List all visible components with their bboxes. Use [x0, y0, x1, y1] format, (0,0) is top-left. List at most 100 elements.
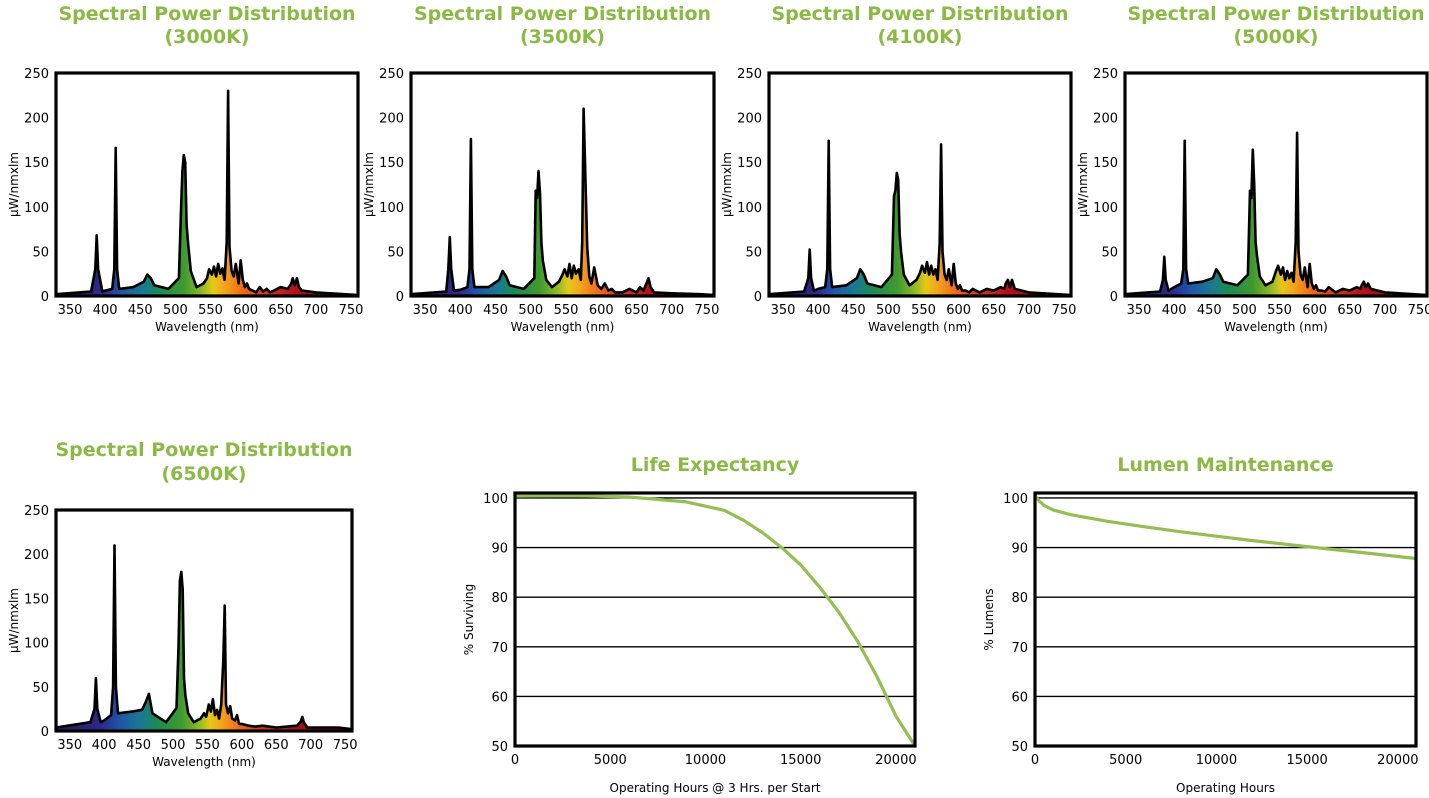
chart-3: Spectral Power Distribution(4100K) 350 400… — [720, 3, 1076, 334]
x-tick-label: 400 — [93, 303, 118, 318]
y-tick-label: 60 — [1011, 690, 1028, 705]
plot-frame — [1033, 491, 1418, 748]
chart-title: Spectral Power Distribution — [58, 3, 355, 25]
chart-5: Spectral Power Distribution(6500K) 350 400… — [7, 439, 358, 769]
x-tick-label: 400 — [1162, 303, 1187, 318]
y-tick-label: 50 — [32, 245, 49, 260]
chart-title: Spectral Power Distribution — [1127, 3, 1424, 25]
plot-frame — [513, 491, 917, 748]
chart-title: Lumen Maintenance — [1117, 454, 1333, 476]
y-tick-label: 90 — [491, 542, 508, 557]
y-tick-label: 100 — [1093, 201, 1118, 216]
y-tick-label: 100 — [24, 201, 49, 216]
x-tick-label: 350 — [771, 303, 796, 318]
y-tick-label: 150 — [24, 592, 49, 607]
x-tick-label: 650 — [624, 303, 649, 318]
y-tick-label: 50 — [745, 245, 762, 260]
plot-frame — [54, 71, 360, 298]
x-tick-label: 550 — [195, 738, 220, 753]
spectrum-area — [54, 89, 360, 298]
x-tick-label: 10000 — [1196, 753, 1237, 768]
y-axis-label: µW/nmxlm — [362, 152, 376, 217]
y-tick-label: 150 — [379, 156, 404, 171]
y-tick-label: 90 — [1011, 542, 1028, 557]
x-tick-label: 400 — [806, 303, 831, 318]
x-tick-label: 600 — [233, 303, 258, 318]
spectrum-area — [409, 107, 716, 298]
x-tick-label: 650 — [264, 738, 289, 753]
y-tick-label: 60 — [491, 690, 508, 705]
y-tick-label: 150 — [737, 156, 762, 171]
x-tick-label: 5000 — [1109, 753, 1142, 768]
y-tick-label: 200 — [24, 548, 49, 563]
chart-subtitle: (5000K) — [1234, 26, 1319, 48]
x-tick-label: 600 — [1302, 303, 1327, 318]
x-axis-label: Wavelength (nm) — [155, 320, 259, 334]
spectrum-area — [54, 544, 354, 733]
y-axis-label: µW/nmxlm — [7, 588, 21, 653]
y-axis-label: µW/nmxlm — [7, 152, 21, 217]
x-tick-label: 700 — [303, 303, 328, 318]
y-tick-label: 0 — [396, 290, 404, 305]
x-tick-label: 750 — [695, 303, 720, 318]
x-tick-label: 500 — [161, 738, 186, 753]
x-tick-label: 15000 — [1286, 753, 1327, 768]
x-tick-label: 400 — [92, 738, 117, 753]
x-axis-label: Wavelength (nm) — [1224, 320, 1328, 334]
chart-6: Life Expectancy 0 5000 10000 15000 20000 50 60 7… — [462, 454, 917, 795]
x-tick-label: 700 — [659, 303, 684, 318]
y-tick-label: 200 — [737, 112, 762, 127]
data-curve — [1033, 494, 1417, 561]
x-axis-label: Operating Hours @ 3 Hrs. per Start — [610, 781, 821, 795]
y-tick-label: 250 — [1093, 67, 1118, 82]
x-tick-label: 700 — [1372, 303, 1397, 318]
data-curve — [514, 493, 917, 747]
x-tick-label: 550 — [554, 303, 579, 318]
plot-frame — [54, 508, 354, 733]
chart-title: Life Expectancy — [631, 454, 800, 476]
y-tick-label: 250 — [24, 67, 49, 82]
y-tick-label: 100 — [1003, 492, 1028, 507]
x-tick-label: 550 — [911, 303, 936, 318]
x-tick-label: 550 — [198, 303, 223, 318]
x-tick-label: 0 — [511, 753, 519, 768]
x-tick-label: 350 — [413, 303, 438, 318]
x-axis-label: Wavelength (nm) — [511, 320, 615, 334]
x-tick-label: 450 — [1197, 303, 1222, 318]
y-tick-label: 50 — [491, 740, 508, 755]
y-tick-label: 50 — [1101, 245, 1118, 260]
chart-subtitle: (6500K) — [162, 463, 247, 485]
y-tick-label: 80 — [1011, 591, 1028, 606]
x-tick-label: 600 — [229, 738, 254, 753]
y-tick-label: 0 — [41, 290, 49, 305]
y-tick-label: 100 — [379, 201, 404, 216]
x-tick-label: 650 — [981, 303, 1006, 318]
y-axis-label: µW/nmxlm — [720, 152, 734, 217]
chart-2: Spectral Power Distribution(3500K) 350 400… — [362, 3, 719, 334]
plot-frame — [767, 71, 1073, 298]
x-tick-label: 20000 — [875, 753, 916, 768]
x-tick-label: 700 — [298, 738, 323, 753]
chart-subtitle: (3000K) — [165, 26, 250, 48]
x-tick-label: 600 — [946, 303, 971, 318]
x-tick-label: 750 — [339, 303, 364, 318]
y-tick-label: 70 — [491, 641, 508, 656]
x-tick-label: 450 — [128, 303, 153, 318]
x-tick-label: 20000 — [1377, 753, 1418, 768]
y-tick-label: 100 — [483, 492, 508, 507]
chart-title: Spectral Power Distribution — [771, 3, 1068, 25]
chart-subtitle: (4100K) — [878, 26, 963, 48]
y-tick-label: 0 — [41, 725, 49, 740]
y-tick-label: 0 — [754, 290, 762, 305]
x-tick-label: 15000 — [780, 753, 821, 768]
chart-7: Lumen Maintenance 0 5000 10000 15000 20000 50 6… — [982, 454, 1419, 795]
x-tick-label: 350 — [58, 303, 83, 318]
x-axis-label: Wavelength (nm) — [152, 755, 256, 769]
spectrum-area — [1123, 131, 1429, 298]
y-tick-label: 250 — [379, 67, 404, 82]
y-tick-label: 150 — [1093, 156, 1118, 171]
x-tick-label: 600 — [589, 303, 614, 318]
x-tick-label: 550 — [1267, 303, 1292, 318]
y-tick-label: 70 — [1011, 641, 1028, 656]
